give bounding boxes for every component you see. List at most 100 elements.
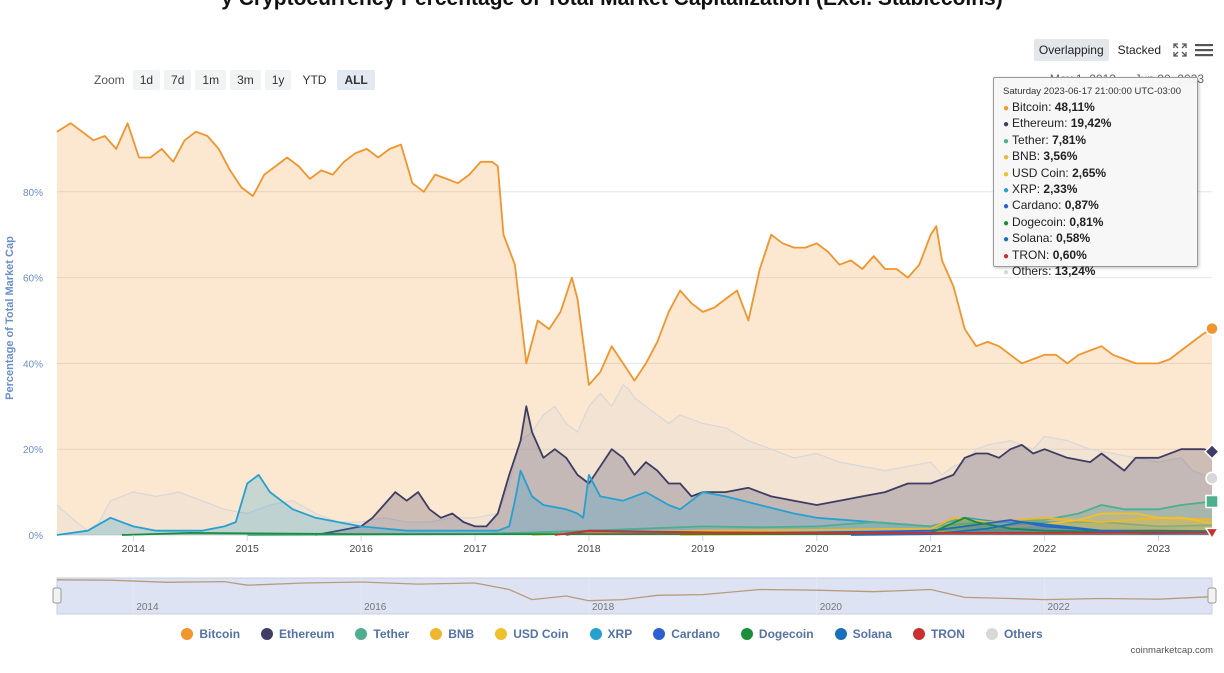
tooltip-row-others: ● Others: 13,24% [1003, 264, 1188, 280]
end-marker-ethereum [1203, 443, 1221, 460]
legend-item-tron[interactable]: TRON [912, 627, 965, 641]
tooltip-row-bnb: ● BNB: 3,56% [1003, 149, 1188, 165]
zoom-all-button[interactable]: ALL [337, 70, 375, 90]
end-marker-bitcoin [1205, 321, 1219, 336]
tooltip-series-name: USD Coin [1012, 165, 1066, 180]
series-line-others[interactable] [56, 384, 1213, 532]
tooltip-dot-icon: ● [1003, 267, 1010, 279]
legend-dot-icon [740, 628, 753, 640]
series-line-ethereum[interactable] [315, 405, 1213, 536]
series-area-bitcoin [57, 123, 1212, 535]
tooltip-series-name: Dogecoin [1012, 214, 1063, 229]
navigator-tick-label: 2018 [592, 602, 615, 613]
legend-label: Tether [373, 627, 410, 641]
tooltip-series-value: 0,60% [1052, 247, 1087, 262]
x-tick-label: 2022 [1033, 543, 1057, 555]
end-markers [1203, 321, 1221, 540]
legend-dot-icon [261, 628, 274, 640]
series-line-tether[interactable] [247, 500, 1213, 536]
legend-dot-icon [985, 628, 998, 640]
tooltip-series-name: Cardano [1012, 198, 1059, 213]
y-tick-label: 80% [23, 188, 43, 199]
legend-dot-icon [589, 628, 602, 640]
legend-item-solana[interactable]: Solana [834, 627, 892, 641]
zoom-3m-button[interactable]: 3m [230, 70, 261, 90]
navigator-tick-label: 2016 [364, 602, 387, 613]
tooltip-series-name: Ethereum [1012, 116, 1065, 131]
tooltip-row-tether: ● Tether: 7,81% [1003, 133, 1188, 149]
tooltip-series-value: 13,24% [1054, 264, 1096, 279]
legend-dot-icon [912, 628, 925, 640]
series-area-solana [850, 522, 1212, 535]
series-area-others [57, 384, 1212, 535]
series-area-dogecoin [121, 517, 1212, 535]
credit-text[interactable]: coinmarketcap.com [1130, 645, 1213, 656]
tooltip-dot-icon: ● [1003, 168, 1010, 180]
legend: Bitcoin Ethereum Tether BNB USD Coin XRP Carda… [0, 627, 1224, 641]
zoom-7d-button[interactable]: 7d [164, 70, 192, 90]
tooltip-series-value: 2,33% [1043, 182, 1078, 197]
end-marker-others [1205, 471, 1219, 485]
tooltip-dot-icon: ● [1003, 201, 1010, 213]
navigator-left-handle[interactable] [52, 587, 62, 604]
navigator-right-handle[interactable] [1207, 587, 1217, 604]
series-line-xrp[interactable] [56, 469, 1213, 536]
navigator-window[interactable] [56, 577, 1213, 615]
fullscreen-icon[interactable] [1170, 40, 1190, 60]
zoom-1y-button[interactable]: 1y [264, 70, 292, 90]
tooltip-row-ethereum: ● Ethereum: 19,42% [1003, 116, 1188, 132]
y-axis-label: Percentage of Total Market Cap [4, 236, 16, 400]
x-tick-label: 2016 [349, 543, 373, 555]
legend-item-xrp[interactable]: XRP [589, 627, 632, 641]
tooltip-row-cardano: ● Cardano: 0,87% [1003, 198, 1188, 214]
x-tick-label: 2018 [577, 543, 601, 555]
zoom-ytd-button[interactable]: YTD [302, 73, 327, 87]
legend-item-others[interactable]: Others [985, 627, 1043, 641]
overlapping-button[interactable]: Overlapping [1033, 39, 1109, 61]
series-line-bitcoin[interactable] [56, 122, 1213, 386]
legend-item-dogecoin[interactable]: Dogecoin [740, 627, 814, 641]
x-tick-label: 2020 [805, 543, 829, 555]
legend-item-usd-coin[interactable]: USD Coin [495, 627, 569, 641]
hamburger-menu-icon[interactable] [1194, 40, 1214, 60]
navigator-tick-label: 2020 [820, 602, 843, 613]
legend-item-bnb[interactable]: BNB [430, 627, 474, 641]
y-axis-ticks: 0% 20% 40% 60% 80% [23, 188, 43, 542]
tooltip-dot-icon: ● [1003, 185, 1010, 197]
legend-dot-icon [495, 628, 508, 640]
stacked-button[interactable]: Stacked [1117, 43, 1161, 57]
tooltip-series-value: 0,58% [1056, 231, 1091, 246]
legend-label: USD Coin [513, 627, 569, 641]
zoom-1d-button[interactable]: 1d [132, 70, 161, 90]
series-area-tron [554, 530, 1212, 535]
series-area-tether [247, 501, 1212, 535]
series-line-dogecoin[interactable] [121, 516, 1213, 536]
tooltip-series-name: BNB [1012, 149, 1037, 164]
legend-label: Others [1003, 627, 1043, 641]
tooltip-dot-icon: ● [1003, 119, 1010, 131]
end-marker-tether [1205, 494, 1219, 509]
tooltip-dot-icon: ● [1003, 152, 1010, 164]
tooltip-row-solana: ● Solana: 0,58% [1003, 231, 1188, 247]
tooltip-series-value: 7,81% [1052, 132, 1087, 147]
zoom-1m-button[interactable]: 1m [195, 70, 227, 90]
navigator-tick-label: 2014 [136, 602, 159, 613]
x-tick-label: 2017 [463, 543, 487, 555]
series-line-tron[interactable] [554, 529, 1212, 536]
legend-item-ethereum[interactable]: Ethereum [261, 627, 334, 641]
y-tick-label: 40% [23, 359, 43, 370]
legend-label: Ethereum [279, 627, 335, 641]
legend-label: Cardano [671, 627, 720, 641]
legend-label: Dogecoin [758, 627, 814, 641]
tooltip-series-name: XRP [1012, 182, 1037, 197]
x-tick-label: 2023 [1147, 543, 1171, 555]
legend-label: Bitcoin [199, 627, 241, 641]
legend-item-tether[interactable]: Tether [355, 627, 409, 641]
legend-item-cardano[interactable]: Cardano [653, 627, 720, 641]
tooltip-series-name: Tether [1012, 132, 1046, 147]
legend-label: TRON [930, 627, 965, 641]
tooltip-dot-icon: ● [1003, 217, 1010, 229]
series-group [56, 122, 1213, 536]
legend-item-bitcoin[interactable]: Bitcoin [181, 627, 240, 641]
tooltip-row-dogecoin: ● Dogecoin: 0,81% [1003, 215, 1188, 231]
